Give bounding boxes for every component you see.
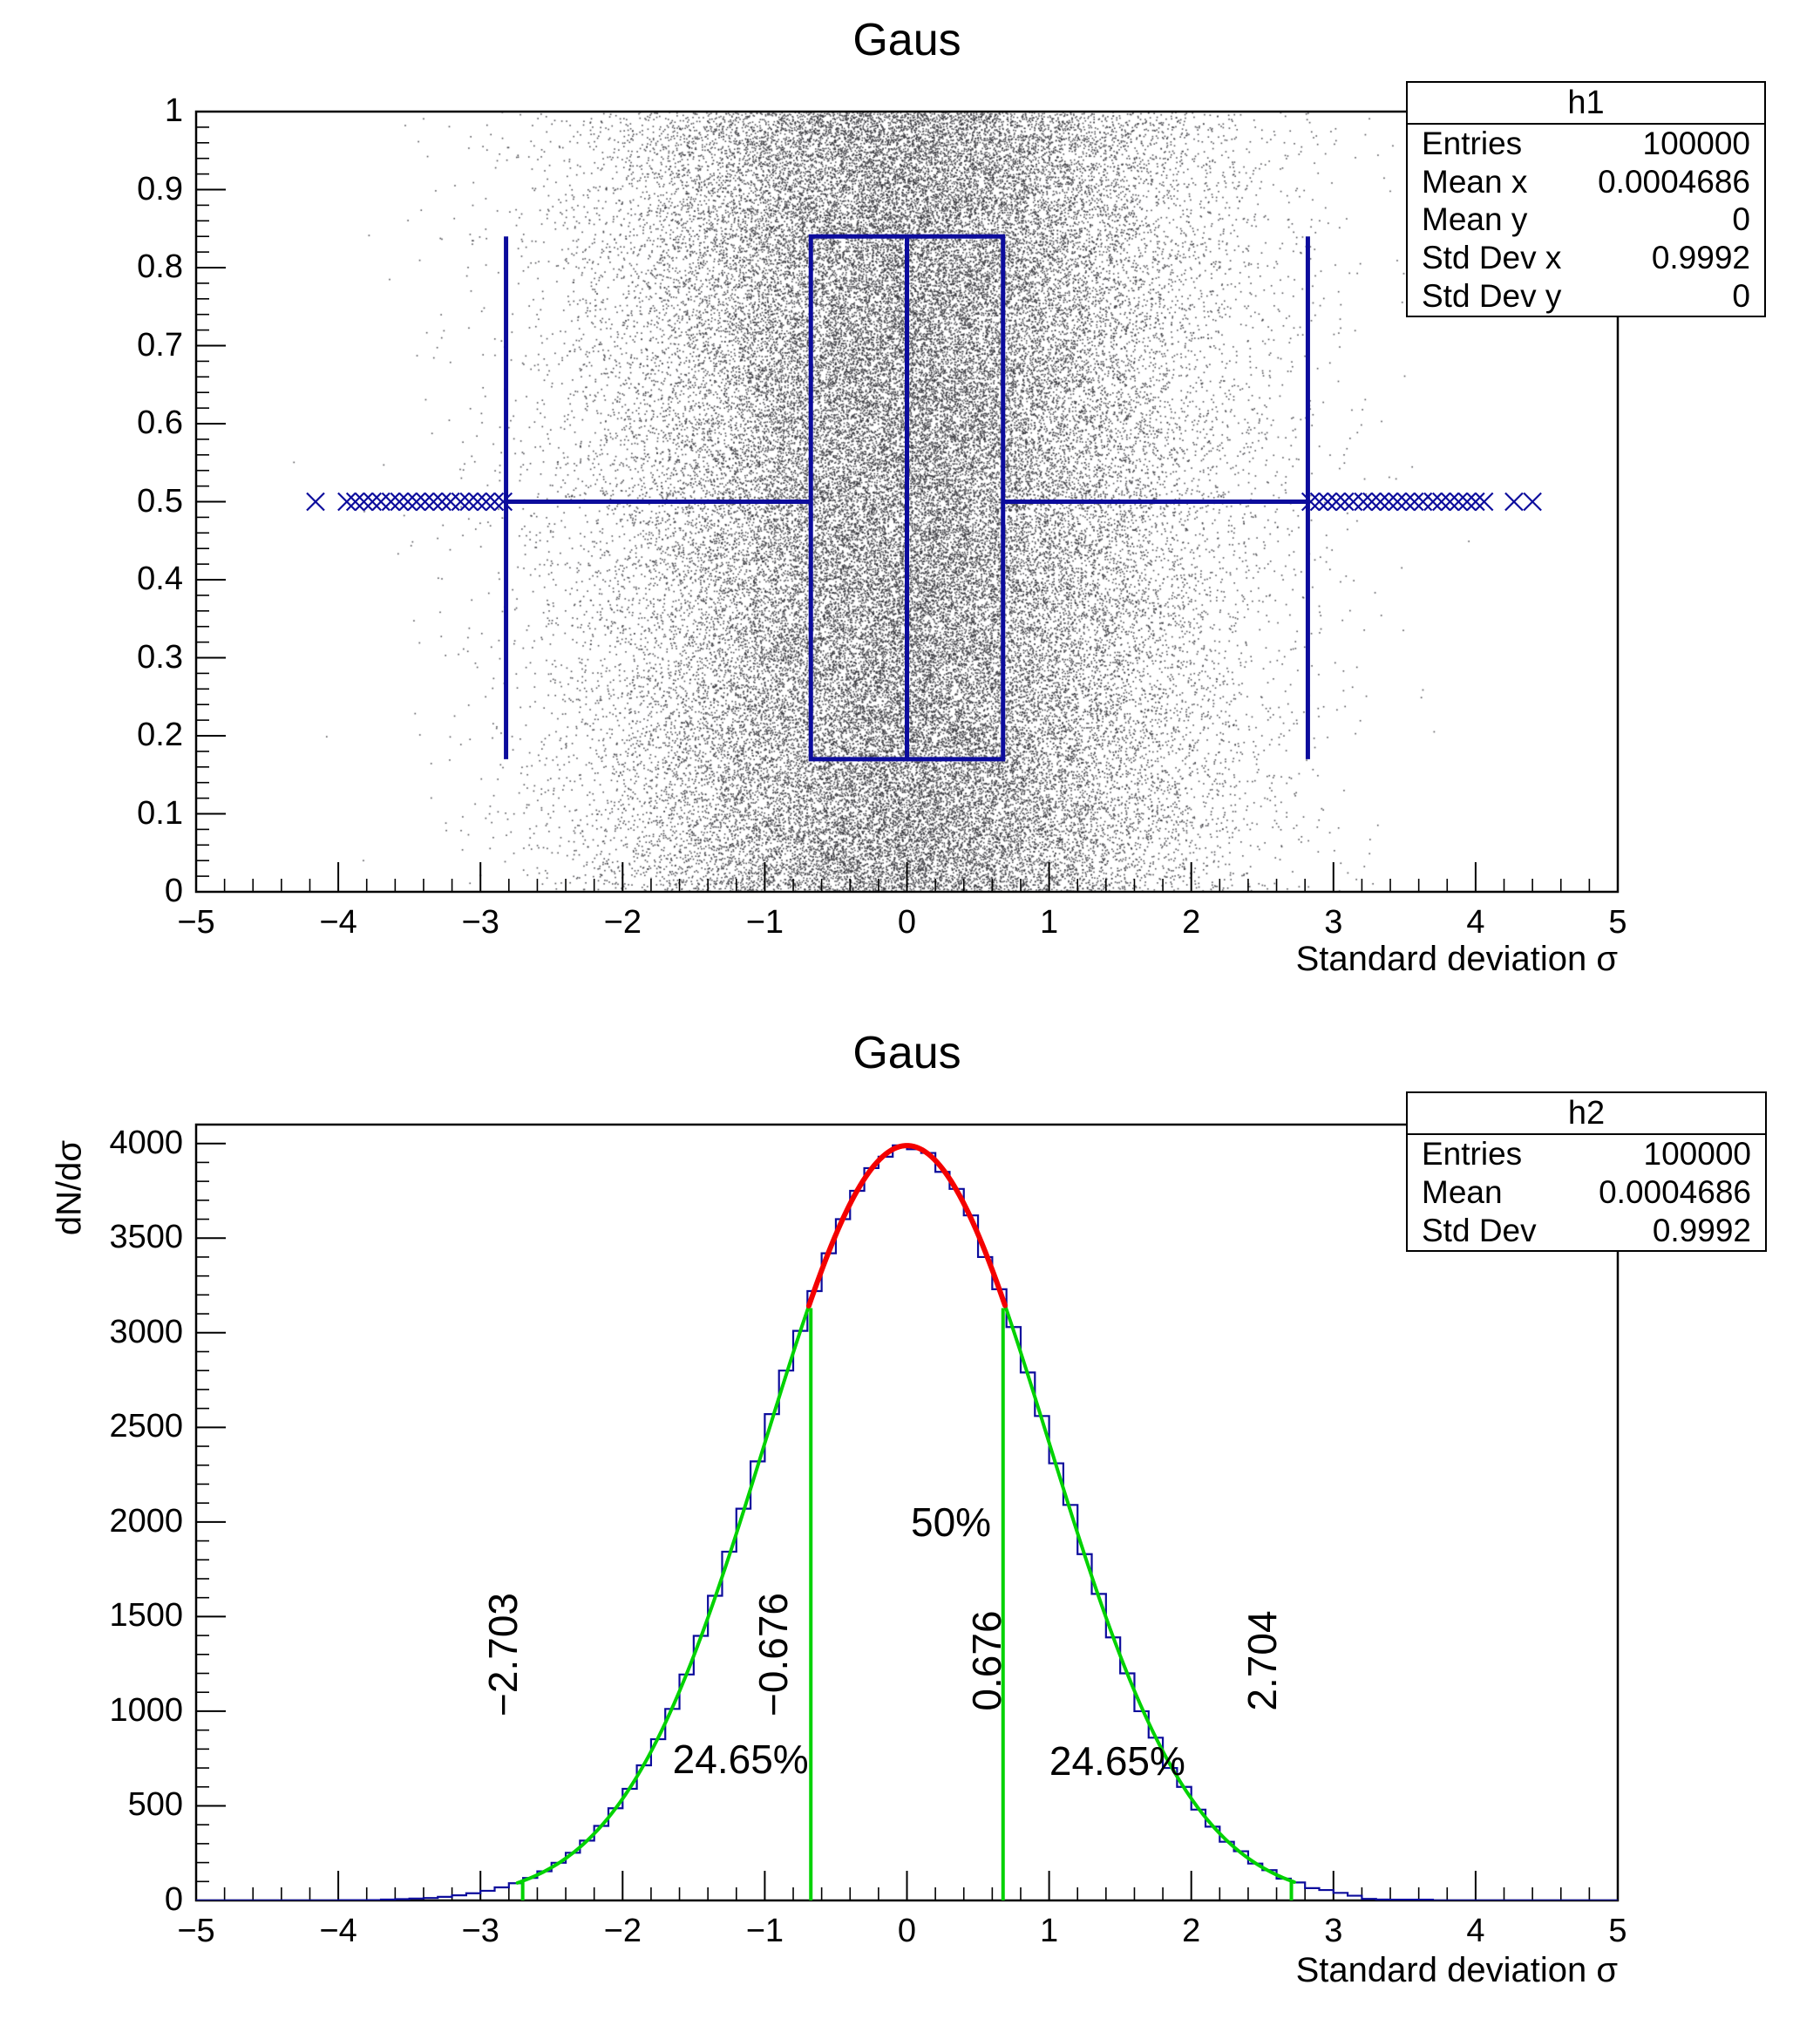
stats-label: Mean y: [1422, 201, 1528, 238]
y-tick-label: 1000: [109, 1691, 183, 1729]
x-tick-label: 0: [897, 1913, 917, 1949]
annotation-label: 0.676: [963, 1610, 1009, 1711]
annotation-label: 24.65%: [1049, 1738, 1185, 1784]
stats-row: Entries 100000: [1408, 125, 1764, 163]
stats-value: 0.0004686: [1598, 163, 1750, 200]
x-tick-label: −4: [319, 904, 357, 941]
x-tick-label: −2: [603, 904, 642, 941]
y-tick-label: 0.5: [137, 482, 183, 520]
y-tick-label: 0.6: [137, 404, 183, 441]
annotation-label: −2.703: [480, 1592, 526, 1716]
x-tick-label: −1: [745, 904, 784, 941]
y-tick-label: 0.4: [137, 561, 183, 597]
stats-label: Std Dev: [1422, 1213, 1537, 1248]
annotation-label: −0.676: [750, 1592, 797, 1716]
x-tick-label: −4: [319, 1913, 357, 1949]
y-tick-label: 1: [164, 92, 183, 129]
stats-value: 0: [1732, 278, 1750, 315]
x-tick-label: 2: [1182, 1913, 1201, 1949]
y-tick-label: 0.2: [137, 717, 183, 753]
stats-label: Mean x: [1422, 163, 1528, 200]
x-tick-label: −5: [177, 904, 215, 941]
stats-row: Mean x 0.0004686: [1408, 163, 1764, 201]
y-tick-label: 0.9: [137, 170, 183, 207]
y-tick-label: 0.8: [137, 248, 183, 285]
stats-row: Std Dev 0.9992: [1408, 1212, 1765, 1250]
y-tick-label: 0.3: [137, 638, 183, 676]
stats-label: Std Dev x: [1422, 240, 1562, 276]
x-tick-label: −5: [177, 1913, 215, 1949]
stats-row: Mean 0.0004686: [1408, 1173, 1765, 1212]
x-tick-label: 1: [1040, 1913, 1059, 1949]
x-tick-label: −2: [603, 1913, 642, 1949]
x-tick-label: 4: [1466, 1913, 1485, 1949]
x-tick-label: −3: [461, 1913, 499, 1949]
x-tick-label: −1: [745, 1913, 784, 1949]
y-tick-label: 2500: [109, 1408, 183, 1445]
stats-value: 0.0004686: [1599, 1174, 1751, 1210]
top-chart-title: Gaus: [852, 15, 961, 65]
y-tick-label: 0: [164, 873, 183, 909]
annotation-label: 2.704: [1239, 1610, 1286, 1711]
x-tick-label: 0: [897, 904, 917, 941]
y-tick-label: 0: [164, 1881, 183, 1918]
x-tick-label: 5: [1608, 904, 1627, 941]
stats-label: Mean: [1422, 1174, 1503, 1210]
stats-row: Std Dev y 0: [1408, 277, 1764, 316]
stats-label: Entries: [1422, 1136, 1523, 1172]
top-x-axis-title: Standard deviation σ: [1295, 940, 1618, 978]
stats-label: Std Dev y: [1422, 278, 1562, 315]
stats-box-h2: h2 Entries 100000 Mean 0.0004686 Std Dev…: [1406, 1091, 1767, 1252]
x-tick-label: 1: [1040, 904, 1059, 941]
y-tick-label: 0.7: [137, 326, 183, 364]
stats-row: Std Dev x 0.9992: [1408, 239, 1764, 277]
bottom-chart-title: Gaus: [852, 1028, 961, 1078]
annotation-label: 24.65%: [672, 1737, 809, 1783]
y-tick-label: 500: [127, 1786, 183, 1824]
stats-value: 0.9992: [1652, 1213, 1751, 1248]
stats-row: Mean y 0: [1408, 201, 1764, 240]
y-tick-label: 3500: [109, 1219, 183, 1256]
stats-box-h1-title: h1: [1408, 83, 1764, 125]
y-tick-label: 3000: [109, 1313, 183, 1350]
annotation-label: 50%: [911, 1499, 992, 1545]
y-tick-label: 0.1: [137, 794, 183, 832]
x-tick-label: 4: [1466, 904, 1485, 941]
stats-value: 100000: [1642, 125, 1750, 161]
x-tick-label: 3: [1324, 904, 1343, 941]
stats-value: 0: [1732, 201, 1750, 238]
stats-value: 100000: [1643, 1136, 1751, 1172]
y-tick-label: 4000: [109, 1124, 183, 1161]
stats-box-h1: h1 Entries 100000 Mean x 0.0004686 Mean …: [1406, 81, 1766, 317]
x-tick-label: 5: [1608, 1913, 1627, 1949]
y-tick-label: 2000: [109, 1502, 183, 1540]
x-tick-label: −3: [461, 904, 499, 941]
y-tick-label: 1500: [109, 1597, 183, 1635]
stats-row: Entries 100000: [1408, 1135, 1765, 1173]
stats-label: Entries: [1422, 125, 1523, 161]
x-tick-label: 3: [1324, 1913, 1343, 1949]
stats-value: 0.9992: [1651, 240, 1750, 276]
stats-box-h2-title: h2: [1408, 1093, 1765, 1135]
bottom-x-axis-title: Standard deviation σ: [1295, 1951, 1618, 1989]
x-tick-label: 2: [1182, 904, 1201, 941]
